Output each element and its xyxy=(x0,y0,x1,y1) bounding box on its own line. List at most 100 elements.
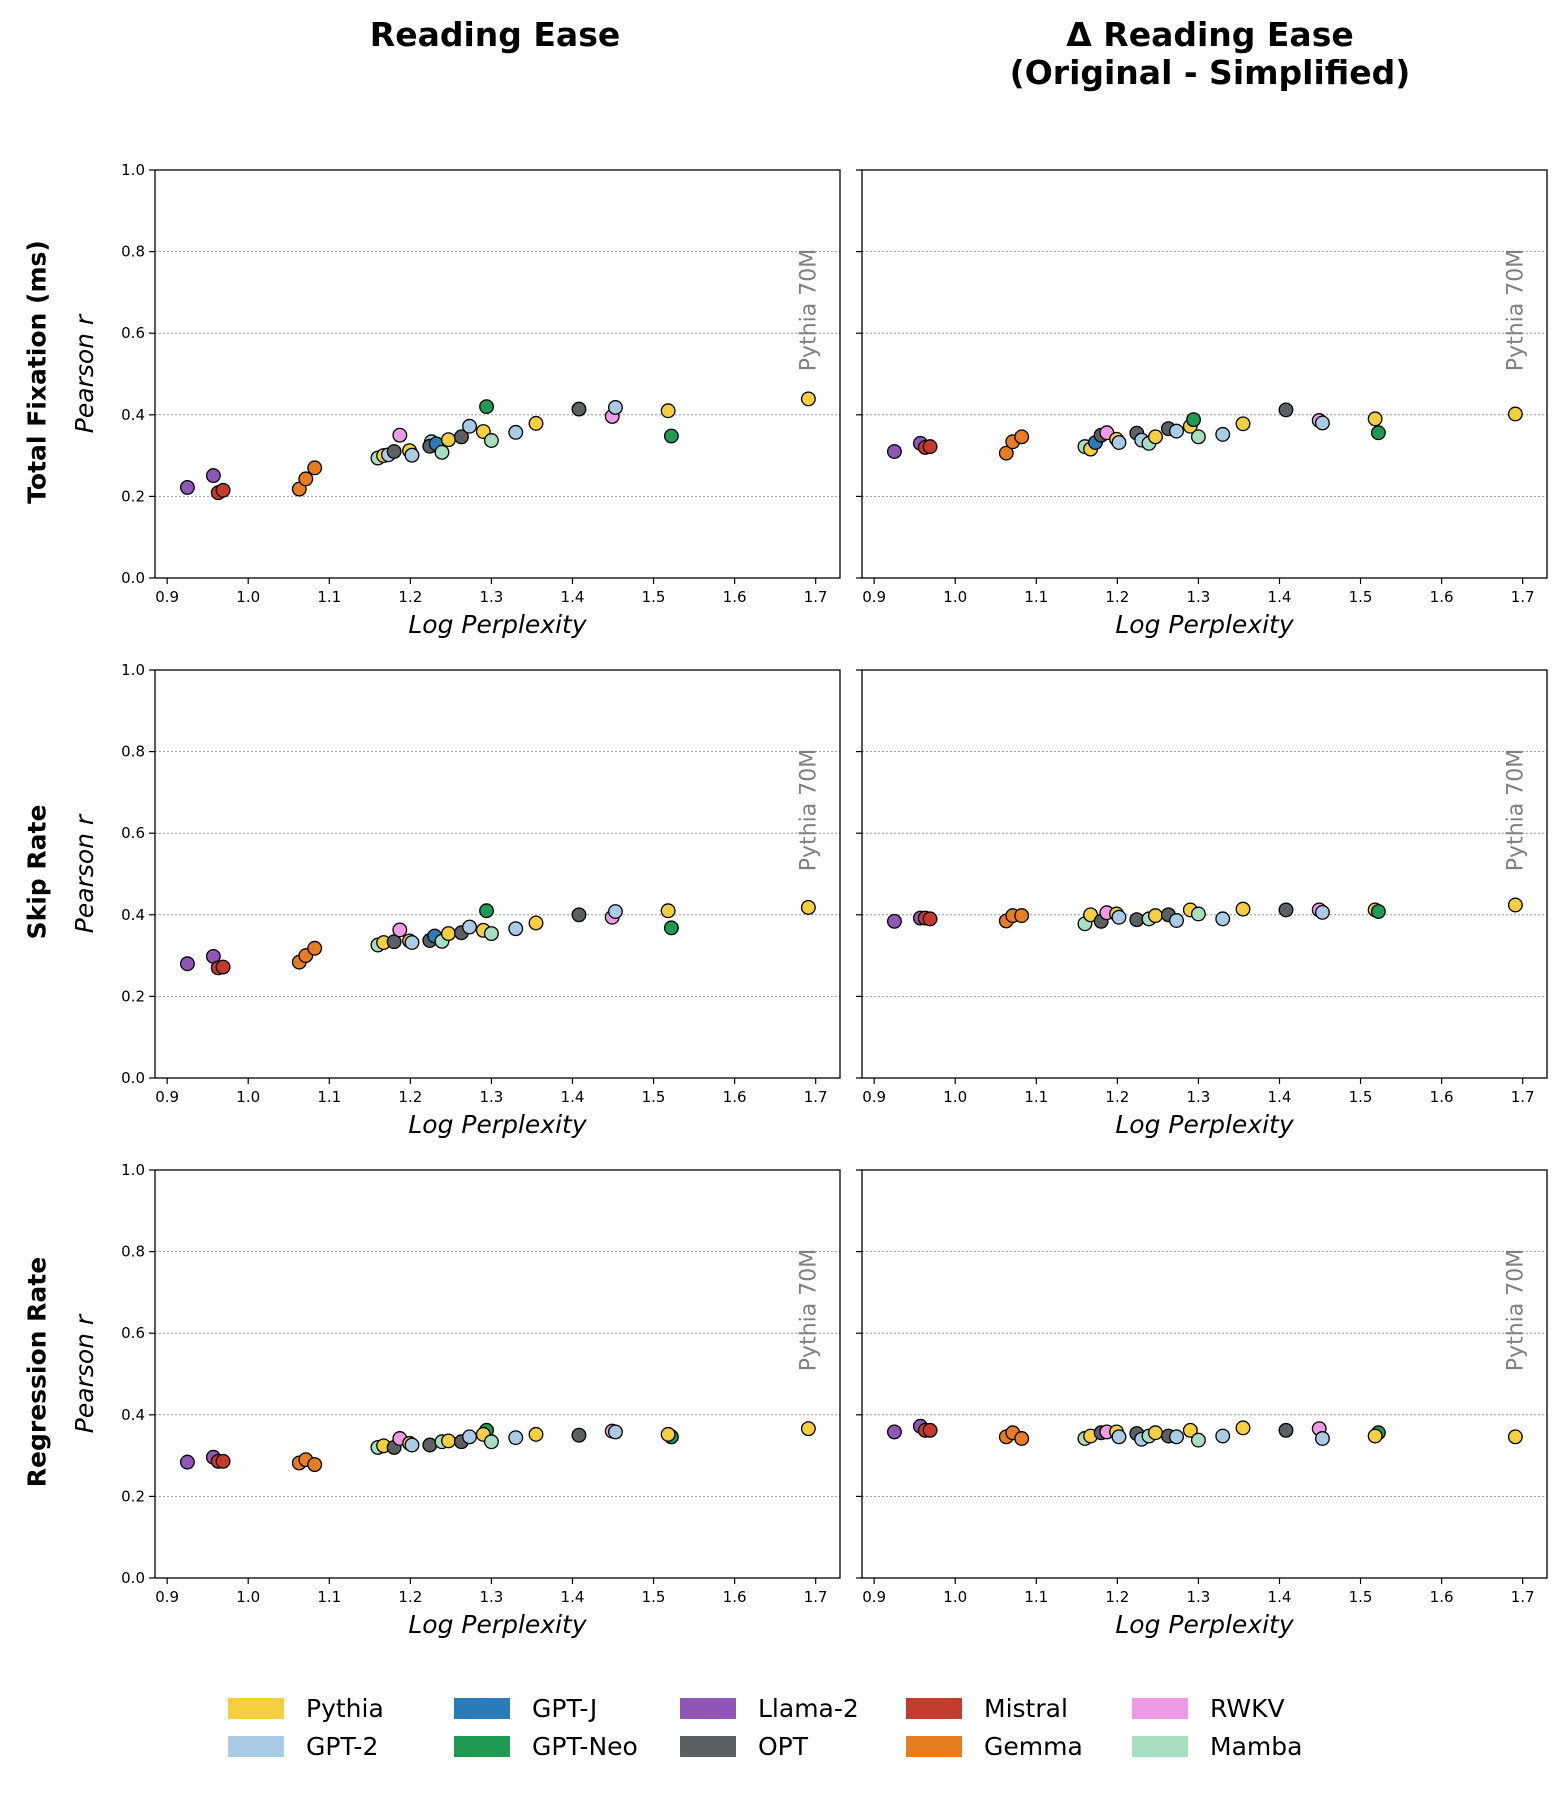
legend-item-gpt-2: GPT-2 xyxy=(228,1726,378,1766)
data-point-gpt-2 xyxy=(607,400,623,415)
data-point-llama-2 xyxy=(179,479,195,495)
x-tick-label: 1.6 xyxy=(1430,588,1454,606)
legend-swatch xyxy=(906,1735,962,1757)
legend-swatch xyxy=(1132,1697,1188,1719)
x-tick-label: 0.9 xyxy=(155,1088,179,1106)
x-tick-label: 1.5 xyxy=(642,1588,666,1606)
x-axis-label: Log Perplexity xyxy=(408,1610,588,1639)
y-tick-label: 1.0 xyxy=(121,661,145,679)
legend-label: Pythia xyxy=(306,1693,384,1723)
annotation-pythia-70m: Pythia 70M xyxy=(1504,749,1529,871)
y-tick-label: 0.6 xyxy=(121,824,145,842)
data-point-gpt-neo xyxy=(1370,425,1386,441)
x-tick-label: 1.4 xyxy=(1268,1588,1292,1606)
data-point-gpt-2 xyxy=(1314,1431,1330,1446)
x-tick-label: 1.3 xyxy=(1186,588,1210,606)
x-axis-label: Log Perplexity xyxy=(1115,1110,1295,1139)
data-point-gemma xyxy=(1014,1431,1030,1446)
data-point-mamba xyxy=(434,444,450,460)
x-tick-label: 1.1 xyxy=(317,588,341,606)
data-point-opt xyxy=(571,401,587,417)
data-point-gpt-2 xyxy=(462,919,477,935)
legend-item-opt: OPT xyxy=(680,1726,808,1766)
data-point-gemma xyxy=(1014,429,1030,445)
data-point-gpt-neo xyxy=(1186,412,1202,428)
legend: Pythia GPT-2 GPT-J GPT-Neo Llama-2 OPT Mistral… xyxy=(228,1688,1408,1778)
data-point-mistral xyxy=(215,482,231,498)
data-point-gpt-2 xyxy=(1215,426,1231,442)
data-point-gpt-2 xyxy=(404,935,420,950)
annotation-pythia-70m: Pythia 70M xyxy=(797,749,822,871)
x-tick-label: 1.7 xyxy=(1511,1588,1535,1606)
data-point-opt xyxy=(1278,1422,1294,1438)
data-point-gpt-2 xyxy=(1169,913,1184,928)
legend-label: OPT xyxy=(758,1731,809,1761)
x-tick-label: 1.6 xyxy=(723,1588,747,1606)
x-tick-label: 1.3 xyxy=(479,588,503,606)
x-tick-label: 1.3 xyxy=(1186,1088,1210,1106)
panel-1-1: 0.0 0.2 0.4 0.6 0.8 1.0 0.9 1.0 1.1 1.2 1.3 1.4 1.5 1… xyxy=(70,161,841,639)
data-point-llama-2 xyxy=(179,956,195,972)
x-tick-label: 1.0 xyxy=(943,588,967,606)
y-tick-label: 0.4 xyxy=(121,1406,145,1424)
annotation-pythia-70m: Pythia 70M xyxy=(797,1249,822,1371)
data-point-pythia xyxy=(800,391,816,407)
x-tick-label: 1.0 xyxy=(236,1588,260,1606)
data-point-mamba xyxy=(1190,1432,1206,1448)
data-point-llama-2 xyxy=(205,468,221,484)
legend-label: RWKV xyxy=(1210,1693,1285,1723)
x-tick-label: 1.4 xyxy=(1268,588,1292,606)
data-point-gpt-2 xyxy=(1111,909,1127,925)
x-tick-label: 1.3 xyxy=(1186,1588,1210,1606)
data-point-mamba xyxy=(483,926,499,942)
x-tick-label: 0.9 xyxy=(155,588,179,606)
x-axis-label: Log Perplexity xyxy=(1115,1610,1295,1639)
data-point-gpt-2 xyxy=(462,418,477,434)
x-axis-label: Log Perplexity xyxy=(1115,610,1295,639)
panel-2-2: 0.9 1.0 1.1 1.2 1.3 1.4 1.5 1.6 1.7 Log Perplexit… xyxy=(856,669,1548,1139)
legend-item-gpt-j: GPT-J xyxy=(454,1688,597,1728)
annotation-pythia-70m: Pythia 70M xyxy=(1504,249,1529,371)
y-tick-label: 0.4 xyxy=(121,906,145,924)
data-point-pythia xyxy=(441,432,456,448)
legend-item-pythia: Pythia xyxy=(228,1688,384,1728)
data-point-gpt-2 xyxy=(1111,1429,1127,1445)
data-point-pythia xyxy=(1148,1425,1163,1441)
y-tick-label: 1.0 xyxy=(121,161,145,179)
y-tick-label: 0.6 xyxy=(121,1324,145,1342)
y-tick-label: 0.6 xyxy=(121,324,145,342)
data-point-gpt-2 xyxy=(404,447,420,463)
x-tick-label: 1.7 xyxy=(804,1088,828,1106)
x-tick-label: 1.1 xyxy=(1024,588,1048,606)
panel-3-1: 0.0 0.2 0.4 0.6 0.8 1.0 0.9 1.0 1.1 1.2 1.3 1.4 1.5 1… xyxy=(70,1161,841,1639)
legend-item-rwkv: RWKV xyxy=(1132,1688,1285,1728)
legend-label: Gemma xyxy=(984,1731,1083,1761)
x-tick-label: 1.6 xyxy=(1430,1088,1454,1106)
data-point-opt xyxy=(386,934,402,950)
y-tick-label: 0.4 xyxy=(121,406,145,424)
legend-item-gemma: Gemma xyxy=(906,1726,1083,1766)
x-tick-label: 1.1 xyxy=(1024,1588,1048,1606)
legend-label: Mistral xyxy=(984,1693,1068,1723)
data-point-pythia xyxy=(1507,1429,1523,1445)
y-tick-label: 0.2 xyxy=(121,1487,145,1505)
y-tick-label: 0.8 xyxy=(121,243,145,261)
data-point-pythia xyxy=(1083,907,1099,923)
x-tick-label: 0.9 xyxy=(862,1588,886,1606)
x-tick-label: 1.0 xyxy=(943,1588,967,1606)
legend-item-mamba: Mamba xyxy=(1132,1726,1302,1766)
x-tick-label: 1.0 xyxy=(236,588,260,606)
x-tick-label: 0.9 xyxy=(155,1588,179,1606)
legend-label: GPT-2 xyxy=(306,1731,379,1761)
data-point-mamba xyxy=(1190,429,1206,445)
data-point-gpt-neo xyxy=(479,399,495,415)
data-point-gpt-2 xyxy=(1314,415,1330,431)
data-point-gpt-2 xyxy=(404,1437,420,1453)
x-tick-label: 1.4 xyxy=(561,1088,585,1106)
x-tick-label: 1.6 xyxy=(1430,1588,1454,1606)
data-point-opt xyxy=(571,907,587,923)
data-point-opt xyxy=(571,1427,587,1443)
data-point-gpt-2 xyxy=(508,1430,524,1446)
data-point-gemma xyxy=(307,460,323,476)
